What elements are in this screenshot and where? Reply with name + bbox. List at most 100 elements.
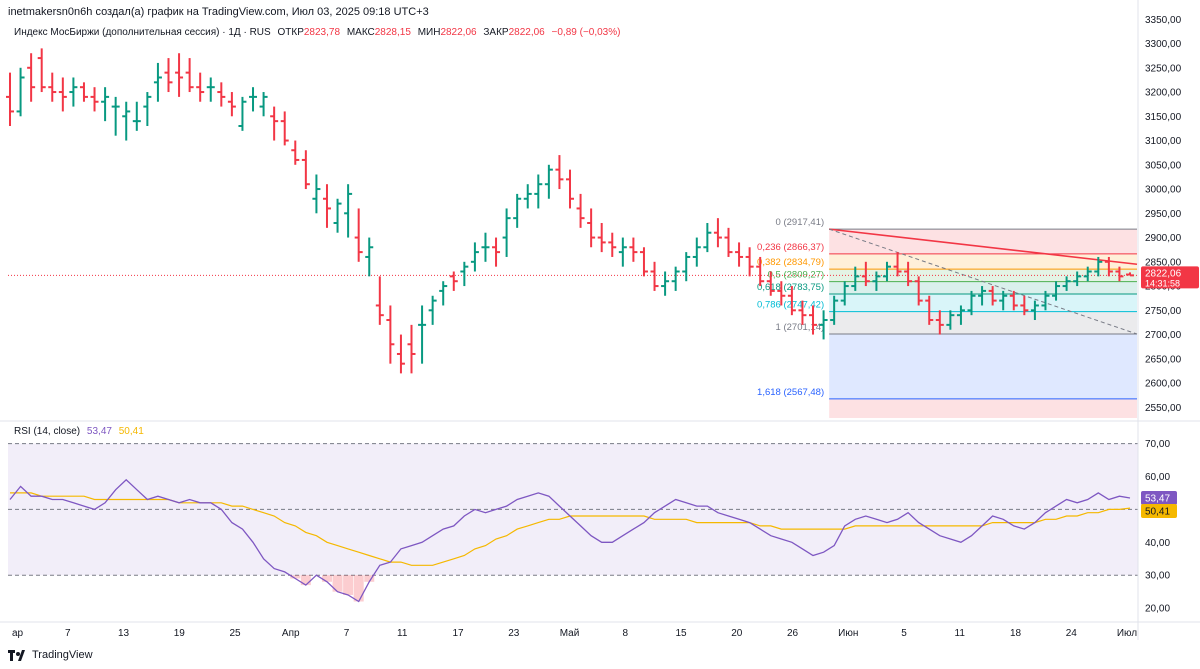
ohlc-bar [1083,266,1092,282]
ohlc-bar [6,72,14,126]
ohlc-bar [745,247,754,277]
fib-zone [829,229,1137,254]
ohlc-bar [904,261,913,287]
ohlc-bar [1094,256,1103,277]
ohlc-bar [1052,281,1061,301]
ohlc-bar [502,208,511,257]
ohlc-bar [164,58,173,93]
ohlc-bar [988,286,997,306]
ohlc-bar [946,310,955,330]
rsi-label: RSI (14, close) [14,426,81,437]
price-tick-label: 2650,00 [1145,354,1182,365]
fib-level-label: 0,236 (2866,37) [757,242,824,253]
change-value: −0,89 (−0,03%) [551,27,621,38]
ohlc-bar [460,261,469,287]
ohlc-bar [618,237,627,267]
ohlc-bar [418,305,427,364]
ohlc-bar [703,223,712,253]
symbol-title: Индекс МосБиржи (дополнительная сессия) … [14,27,271,38]
ohlc-bar [1020,295,1029,316]
ohlc-bar [48,72,57,102]
time-tick-label: 25 [229,628,241,639]
time-tick-label: 19 [174,628,186,639]
time-tick-label: 13 [118,628,130,639]
ohlc-bar [322,184,331,228]
time-tick-label: 7 [65,628,71,639]
ohlc-bar [566,169,574,209]
ohlc-bar [534,174,543,209]
ohlc-bar [79,82,88,102]
rsi-tick-label: 40,00 [1145,538,1170,549]
ohlc-bar [587,208,596,248]
price-tick-label: 2600,00 [1145,379,1182,390]
rsi-tick-label: 70,00 [1145,439,1170,450]
ohlc-bar [819,310,828,340]
high-value: 2828,15 [374,27,411,38]
rsi-legend-value: 53,47 [86,426,112,437]
ohlc-bar [1030,300,1039,321]
rsi-tick-label: 30,00 [1145,571,1170,582]
ohlc-bar [661,271,670,296]
ohlc-bar [238,96,247,131]
ohlc-bar [925,295,934,325]
high-label: МАКС [346,27,375,38]
price-tick-label: 3150,00 [1145,112,1182,123]
ohlc-bar [196,72,205,102]
ohlc-bar [967,290,976,316]
ohlc-bar [396,334,405,374]
fibonacci-retracement[interactable]: 0 (2917,41) 0,236 (2866,37) 0,382 (2834,79… [757,217,1138,418]
fib-level-label: 0,786 (2747,42) [757,300,824,311]
ohlc-bar [428,295,437,325]
time-tick-label: 5 [901,628,907,639]
fib-trend-diagonal [828,228,1138,335]
ohlc-bar [671,266,680,291]
time-tick-label: Июл [1117,628,1137,639]
ohlc-bar [333,198,342,233]
close-label: ЗАКР [483,27,509,38]
ohlc-bar [249,87,258,112]
ohlc-bar [1115,266,1124,282]
price-tick-label: 3100,00 [1145,136,1182,147]
chart-attribution: inetmakersn0n6h создал(а) график на Trad… [8,6,429,18]
fib-level-label: 0,5 (2809,27) [768,270,825,281]
ohlc-bar [756,256,765,287]
price-tick-label: 3300,00 [1145,39,1182,50]
ohlc-bar [724,227,733,257]
fib-level-label: 0,382 (2834,79) [757,257,824,268]
rsi-ma-badge-bg [1141,504,1177,519]
time-tick-label: Апр [282,628,300,639]
ohlc-bar [872,271,881,291]
rsi-tick-label: 60,00 [1145,472,1170,483]
ohlc-bar [713,218,722,248]
fib-level-label: 1 (2701,14) [776,322,825,333]
tradingview-logo-icon [8,649,28,661]
ohlc-bar [481,232,490,262]
open-value: 2823,78 [303,27,341,38]
price-bars [6,48,1138,374]
ohlc-bar [798,300,807,325]
ohlc-bar [312,174,321,214]
ohlc-bar [978,286,987,306]
ohlc-bar [344,184,353,238]
rsi-ma-value-badge: 50,41 [1141,504,1177,519]
ohlc-bar [175,53,184,97]
price-badge-countdown: 14:31:58 [1145,278,1180,288]
ohlc-bar [513,193,522,228]
ohlc-bar [766,271,775,296]
rsi-badge-bg [1141,490,1177,505]
ohlc-bar [608,232,617,257]
price-badge-value: 2822,06 [1145,268,1182,279]
ohlc-bar [354,208,363,262]
ohlc-bar [270,106,279,141]
price-tick-label: 2550,00 [1145,403,1182,414]
ohlc-bar [69,77,78,107]
fib-level-label: 0 (2917,41) [776,217,825,228]
ohlc-bar [206,77,215,102]
price-tick-label: 3350,00 [1145,15,1182,26]
time-tick-label: 11 [955,628,966,639]
ohlc-bar [301,150,310,190]
rsi-ma-badge-value: 50,41 [1145,507,1170,518]
time-tick-label: 17 [452,628,464,639]
ohlc-bar [1009,290,1018,311]
